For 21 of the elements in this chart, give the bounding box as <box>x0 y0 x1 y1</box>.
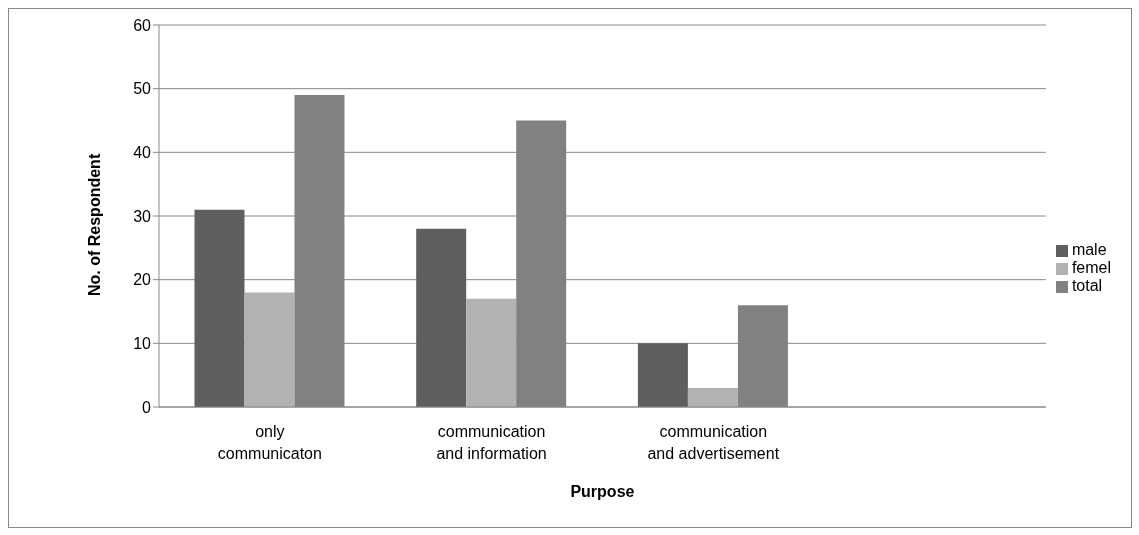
x-tick-label: communication and information <box>436 423 547 462</box>
y-tick-label: 50 <box>133 80 152 98</box>
bar <box>466 298 517 407</box>
legend-label: total <box>1071 277 1103 294</box>
y-axis-title: No. of Respondent <box>85 153 103 296</box>
y-tick-label: 60 <box>133 16 152 34</box>
x-tick-label: communication and advertisement <box>647 423 780 462</box>
y-tick-label: 0 <box>142 398 152 416</box>
y-tick-label: 20 <box>133 271 152 289</box>
bar <box>637 343 688 407</box>
y-tick-label: 30 <box>133 207 152 225</box>
legend-label: male <box>1071 241 1107 258</box>
bar <box>416 228 467 407</box>
x-tick-label: only communicaton <box>217 423 322 462</box>
x-axis-title: Purpose <box>570 483 635 500</box>
bar <box>687 387 738 407</box>
y-tick-label: 40 <box>133 144 152 162</box>
bar <box>244 292 295 407</box>
legend-label: femel <box>1071 259 1111 276</box>
y-tick-label: 10 <box>133 335 152 353</box>
bar <box>194 209 245 407</box>
